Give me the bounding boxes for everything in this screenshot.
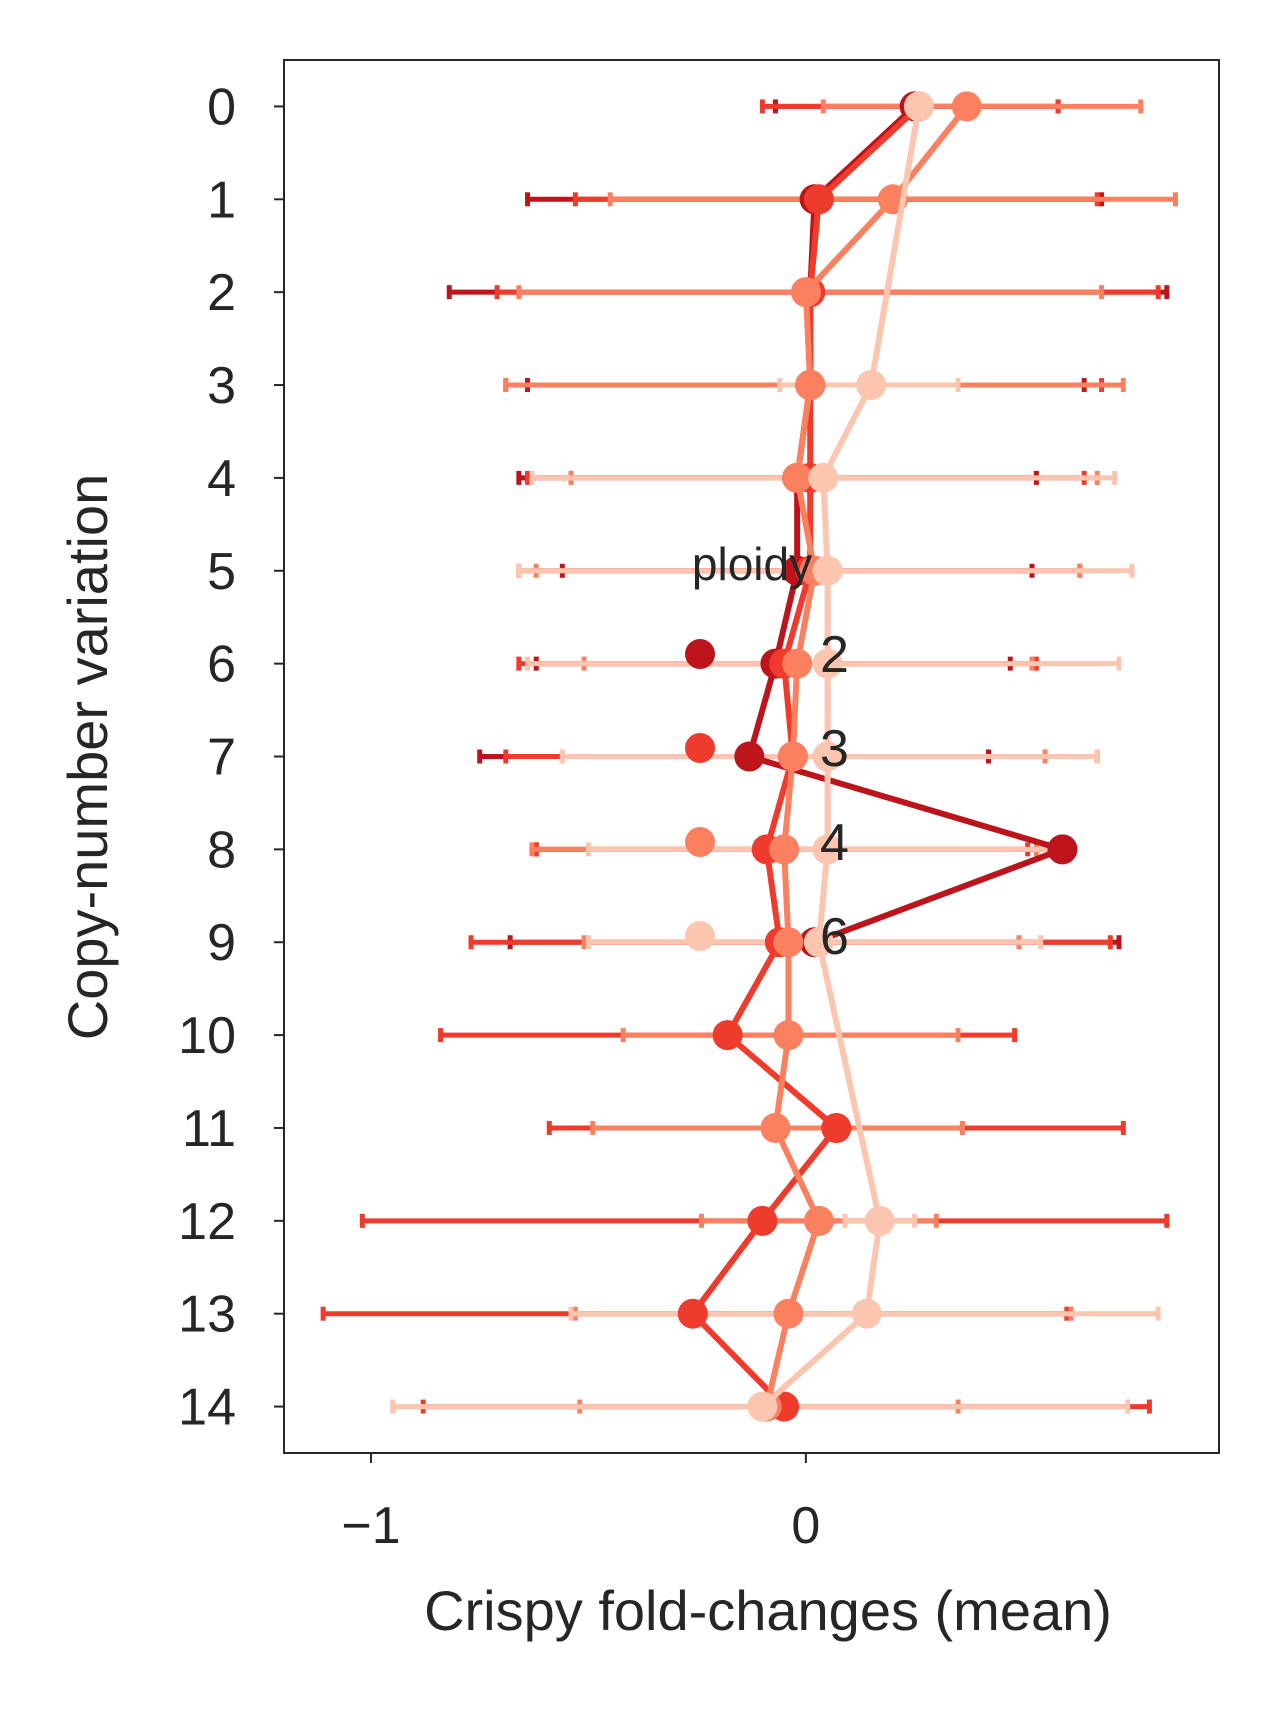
y-tick-label: 11 xyxy=(182,1100,236,1158)
data-point xyxy=(760,1112,791,1143)
data-point xyxy=(677,1298,708,1329)
x-axis-label: Crispy fold-changes (mean) xyxy=(424,1579,1112,1642)
data-point xyxy=(903,91,934,122)
legend-label: 6 xyxy=(820,908,849,966)
y-axis-label: Copy-number variation xyxy=(56,474,119,1040)
data-point xyxy=(851,1298,882,1329)
legend-marker xyxy=(685,639,715,669)
data-point xyxy=(777,741,808,772)
data-point xyxy=(812,555,843,586)
y-tick-label: 10 xyxy=(178,1007,236,1065)
y-tick-label: 0 xyxy=(207,78,236,136)
series-layer xyxy=(320,91,1179,1422)
data-point xyxy=(821,1112,852,1143)
data-point xyxy=(803,927,834,958)
data-point xyxy=(782,648,813,679)
legend-label: 4 xyxy=(820,814,849,872)
data-point xyxy=(812,834,843,865)
data-point xyxy=(864,1205,895,1236)
data-point xyxy=(795,370,826,401)
y-tick-label: 3 xyxy=(207,357,236,415)
y-tick-label: 12 xyxy=(178,1193,236,1251)
data-point xyxy=(769,834,800,865)
data-point xyxy=(747,1205,778,1236)
data-point xyxy=(747,1391,778,1422)
x-tick-label: 0 xyxy=(791,1497,820,1555)
y-tick-label: 4 xyxy=(207,450,236,508)
y-tick-label: 1 xyxy=(207,171,236,229)
legend-label: 3 xyxy=(820,720,849,778)
data-point xyxy=(712,1020,743,1051)
y-tick-label: 13 xyxy=(178,1286,236,1344)
y-tick-label: 5 xyxy=(207,543,236,601)
legend-marker xyxy=(685,827,715,857)
data-point xyxy=(773,1020,804,1051)
data-point xyxy=(951,91,982,122)
y-tick-label: 14 xyxy=(178,1379,236,1437)
legend-marker xyxy=(685,733,715,763)
y-tick-label: 7 xyxy=(207,729,236,787)
y-tick-label: 2 xyxy=(207,264,236,322)
data-point xyxy=(782,462,813,493)
legend-label: 2 xyxy=(820,626,849,684)
data-point xyxy=(803,184,834,215)
data-point xyxy=(773,1298,804,1329)
legend-title: ploidy xyxy=(692,538,812,590)
data-point xyxy=(812,648,843,679)
data-point xyxy=(773,927,804,958)
data-point xyxy=(1047,834,1078,865)
data-point xyxy=(790,277,821,308)
data-point xyxy=(856,370,887,401)
legend: ploidy 2 3 4 6 xyxy=(685,538,849,966)
y-tick-label: 6 xyxy=(207,636,236,694)
data-point xyxy=(803,1205,834,1236)
y-tick-label: 8 xyxy=(207,821,236,879)
legend-marker xyxy=(685,921,715,951)
x-axis: −1 0 xyxy=(341,1453,820,1555)
series-6 xyxy=(747,91,934,1422)
data-point xyxy=(808,462,839,493)
data-point xyxy=(812,741,843,772)
x-tick-label: −1 xyxy=(341,1497,400,1555)
y-tick-label: 9 xyxy=(207,914,236,972)
series-4 xyxy=(751,91,982,1422)
data-point xyxy=(734,741,765,772)
